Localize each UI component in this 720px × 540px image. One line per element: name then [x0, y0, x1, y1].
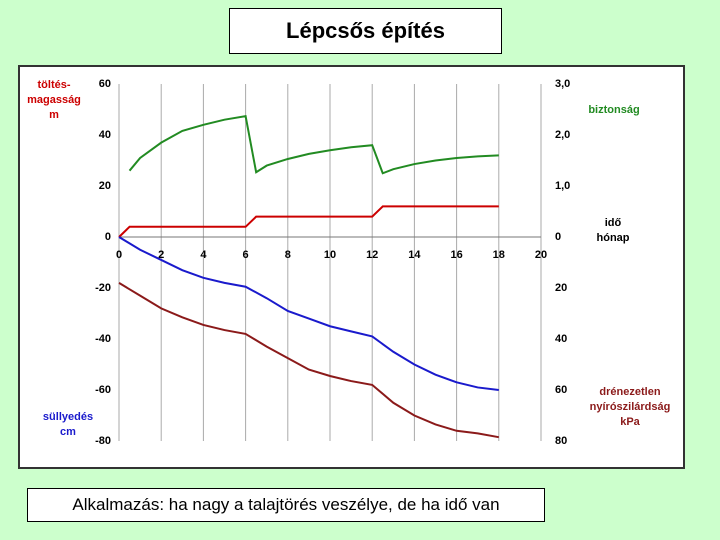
y-tick-label: -80 — [95, 435, 111, 447]
x-tick-label: 18 — [493, 249, 505, 261]
annotation: kPa — [620, 416, 640, 428]
slide-title: Lépcsős építés — [229, 8, 502, 54]
annotation: süllyedés — [43, 411, 93, 423]
x-tick-label: 10 — [324, 249, 336, 261]
footer-text: Alkalmazás: ha nagy a talajtörés veszély… — [27, 488, 545, 522]
annotation: drénezetlen — [599, 386, 660, 398]
y3-tick-label: 40 — [555, 333, 567, 345]
annotation: magasság — [27, 94, 81, 106]
x-tick-label: 0 — [116, 249, 122, 261]
y-tick-label: -60 — [95, 384, 111, 396]
y-tick-label: 0 — [105, 231, 111, 243]
series-line — [118, 282, 499, 439]
chart: 0 2 4 6 8 10 12 14 16 18 20 -80 -60 -40 -20 0 20 40 60 3,0 2… — [18, 65, 685, 469]
y-tick-label: 40 — [99, 129, 111, 141]
annotation: cm — [60, 426, 76, 438]
y-tick-label: 20 — [99, 180, 111, 192]
series-line — [128, 114, 499, 175]
series-line — [118, 205, 499, 238]
y2-tick-label: 1,0 — [555, 180, 570, 192]
x-tick-label: 2 — [158, 249, 164, 261]
x-tick-label: 4 — [200, 249, 207, 261]
annotation: m — [49, 109, 59, 121]
y2-tick-label: 2,0 — [555, 129, 570, 141]
y-tick-label: -40 — [95, 333, 111, 345]
x-tick-label: 12 — [366, 249, 378, 261]
annotation: nyírószilárdság — [590, 401, 671, 413]
y-tick-label: -20 — [95, 282, 111, 294]
x-tick-label: 16 — [450, 249, 462, 261]
chart-frame — [18, 65, 685, 469]
series-line — [118, 236, 499, 391]
y3-tick-label: 60 — [555, 384, 567, 396]
y2-tick-label: 0 — [555, 231, 561, 243]
annotation: töltés- — [38, 79, 71, 91]
x-tick-label: 20 — [535, 249, 547, 261]
annotation: hónap — [597, 232, 630, 244]
x-tick-label: 6 — [243, 249, 249, 261]
y-tick-label: 60 — [99, 78, 111, 90]
y2-tick-label: 3,0 — [555, 78, 570, 90]
y3-tick-label: 20 — [555, 282, 567, 294]
x-tick-label: 8 — [285, 249, 291, 261]
y3-tick-label: 80 — [555, 435, 567, 447]
annotation: biztonság — [588, 104, 639, 116]
annotation: idő — [605, 217, 622, 229]
x-tick-label: 14 — [408, 249, 421, 261]
